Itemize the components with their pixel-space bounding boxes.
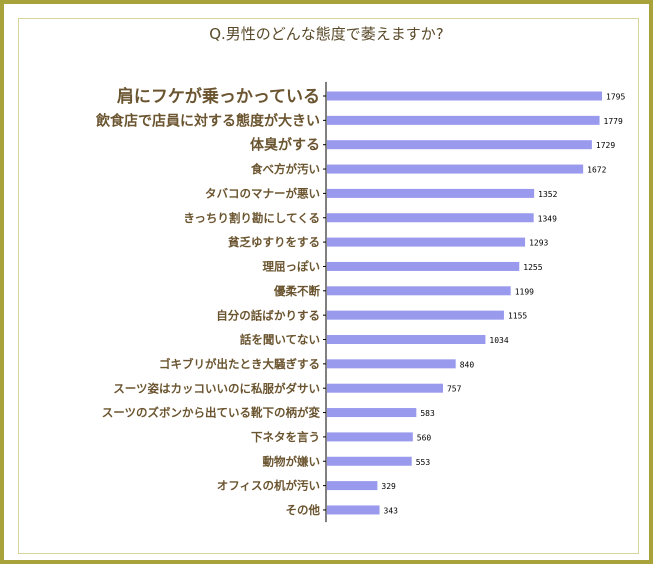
data-label: 1293 [529, 239, 548, 248]
category-label: 食べ方が汚い [251, 162, 320, 176]
data-label: 840 [460, 360, 475, 369]
data-label: 1155 [508, 312, 527, 321]
bar [327, 505, 380, 515]
bar [327, 359, 456, 369]
bar [327, 188, 535, 198]
data-label: 1352 [538, 190, 557, 199]
bar [327, 115, 600, 125]
category-label: ゴキブリが出たとき大騒ぎする [159, 357, 320, 371]
data-label: 1255 [523, 263, 542, 272]
category-label: 優柔不断 [273, 284, 320, 298]
data-label: 1795 [606, 93, 625, 102]
bar [327, 91, 602, 101]
category-label: オフィスの机が汚い [217, 479, 320, 493]
category-label: きっちり割り勘にしてくる [183, 211, 320, 225]
category-label: 動物が嫌い [263, 454, 321, 468]
data-label: 553 [416, 458, 431, 467]
bar [327, 481, 378, 491]
bar [327, 261, 520, 271]
category-label: 自分の話ばかりする [216, 308, 320, 322]
bar [327, 383, 443, 393]
data-label: 1034 [489, 336, 508, 345]
bar [327, 213, 534, 223]
bar [327, 164, 584, 174]
category-label: タバコのマナーが悪い [205, 187, 320, 201]
data-label: 1729 [596, 141, 615, 150]
category-label: 飲食店で店員に対する態度が大きい [95, 112, 320, 129]
category-label: スーツのズボンから出ている靴下の柄が変 [102, 406, 321, 420]
data-label: 1779 [604, 117, 623, 126]
bar [327, 310, 504, 320]
data-label: 1199 [515, 287, 534, 296]
bar [327, 456, 412, 466]
data-label: 1349 [538, 214, 557, 223]
bar [327, 140, 592, 150]
data-label: 343 [384, 506, 399, 515]
category-label: 体臭がする [250, 137, 320, 154]
data-label: 1672 [587, 166, 606, 175]
category-label: スーツ姿はカッコいいのに私服がダサい [113, 381, 320, 395]
bar [327, 432, 413, 442]
bar [327, 408, 417, 418]
data-label: 583 [420, 409, 435, 418]
data-label: 560 [417, 433, 432, 442]
bar [327, 237, 526, 247]
chart-title: Q.男性のどんな態度で萎えますか? [209, 25, 444, 43]
category-label: 下ネタを言う [251, 430, 320, 444]
category-label: 貧乏ゆすりをする [228, 235, 320, 249]
bar [327, 335, 486, 344]
category-label: 話を聞いてない [240, 333, 320, 347]
category-label: 理屈っぽい [263, 260, 321, 274]
category-label: 肩にフケが乗っかっている [117, 86, 320, 107]
bar [327, 286, 511, 296]
data-label: 329 [381, 482, 396, 491]
category-label: その他 [286, 503, 321, 517]
data-label: 757 [447, 385, 462, 394]
